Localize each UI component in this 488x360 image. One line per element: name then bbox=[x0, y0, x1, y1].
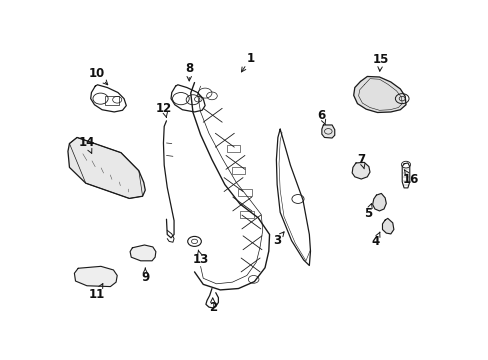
Text: 7: 7 bbox=[357, 153, 365, 169]
Polygon shape bbox=[353, 76, 405, 112]
Polygon shape bbox=[351, 162, 369, 179]
Polygon shape bbox=[321, 125, 334, 138]
Text: 11: 11 bbox=[89, 284, 105, 301]
Bar bbox=[240, 211, 253, 219]
Text: 10: 10 bbox=[89, 67, 107, 85]
Bar bbox=[231, 167, 245, 174]
Text: 3: 3 bbox=[272, 232, 284, 247]
Polygon shape bbox=[74, 266, 117, 287]
Text: 9: 9 bbox=[141, 268, 149, 284]
Bar bbox=[238, 189, 251, 196]
Text: 14: 14 bbox=[79, 136, 95, 153]
Text: 13: 13 bbox=[192, 250, 208, 266]
Text: 4: 4 bbox=[371, 232, 379, 248]
Polygon shape bbox=[382, 219, 393, 234]
Text: 1: 1 bbox=[241, 52, 254, 72]
Text: 15: 15 bbox=[372, 53, 388, 71]
Text: 6: 6 bbox=[317, 109, 325, 125]
Polygon shape bbox=[68, 138, 145, 198]
Text: 16: 16 bbox=[402, 170, 418, 185]
Bar bbox=[226, 145, 240, 152]
Text: 12: 12 bbox=[156, 102, 172, 118]
Polygon shape bbox=[130, 245, 156, 261]
Text: 2: 2 bbox=[208, 298, 216, 314]
Polygon shape bbox=[372, 193, 386, 211]
Bar bbox=[104, 96, 119, 105]
Text: 5: 5 bbox=[363, 204, 371, 220]
Text: 8: 8 bbox=[185, 62, 193, 81]
